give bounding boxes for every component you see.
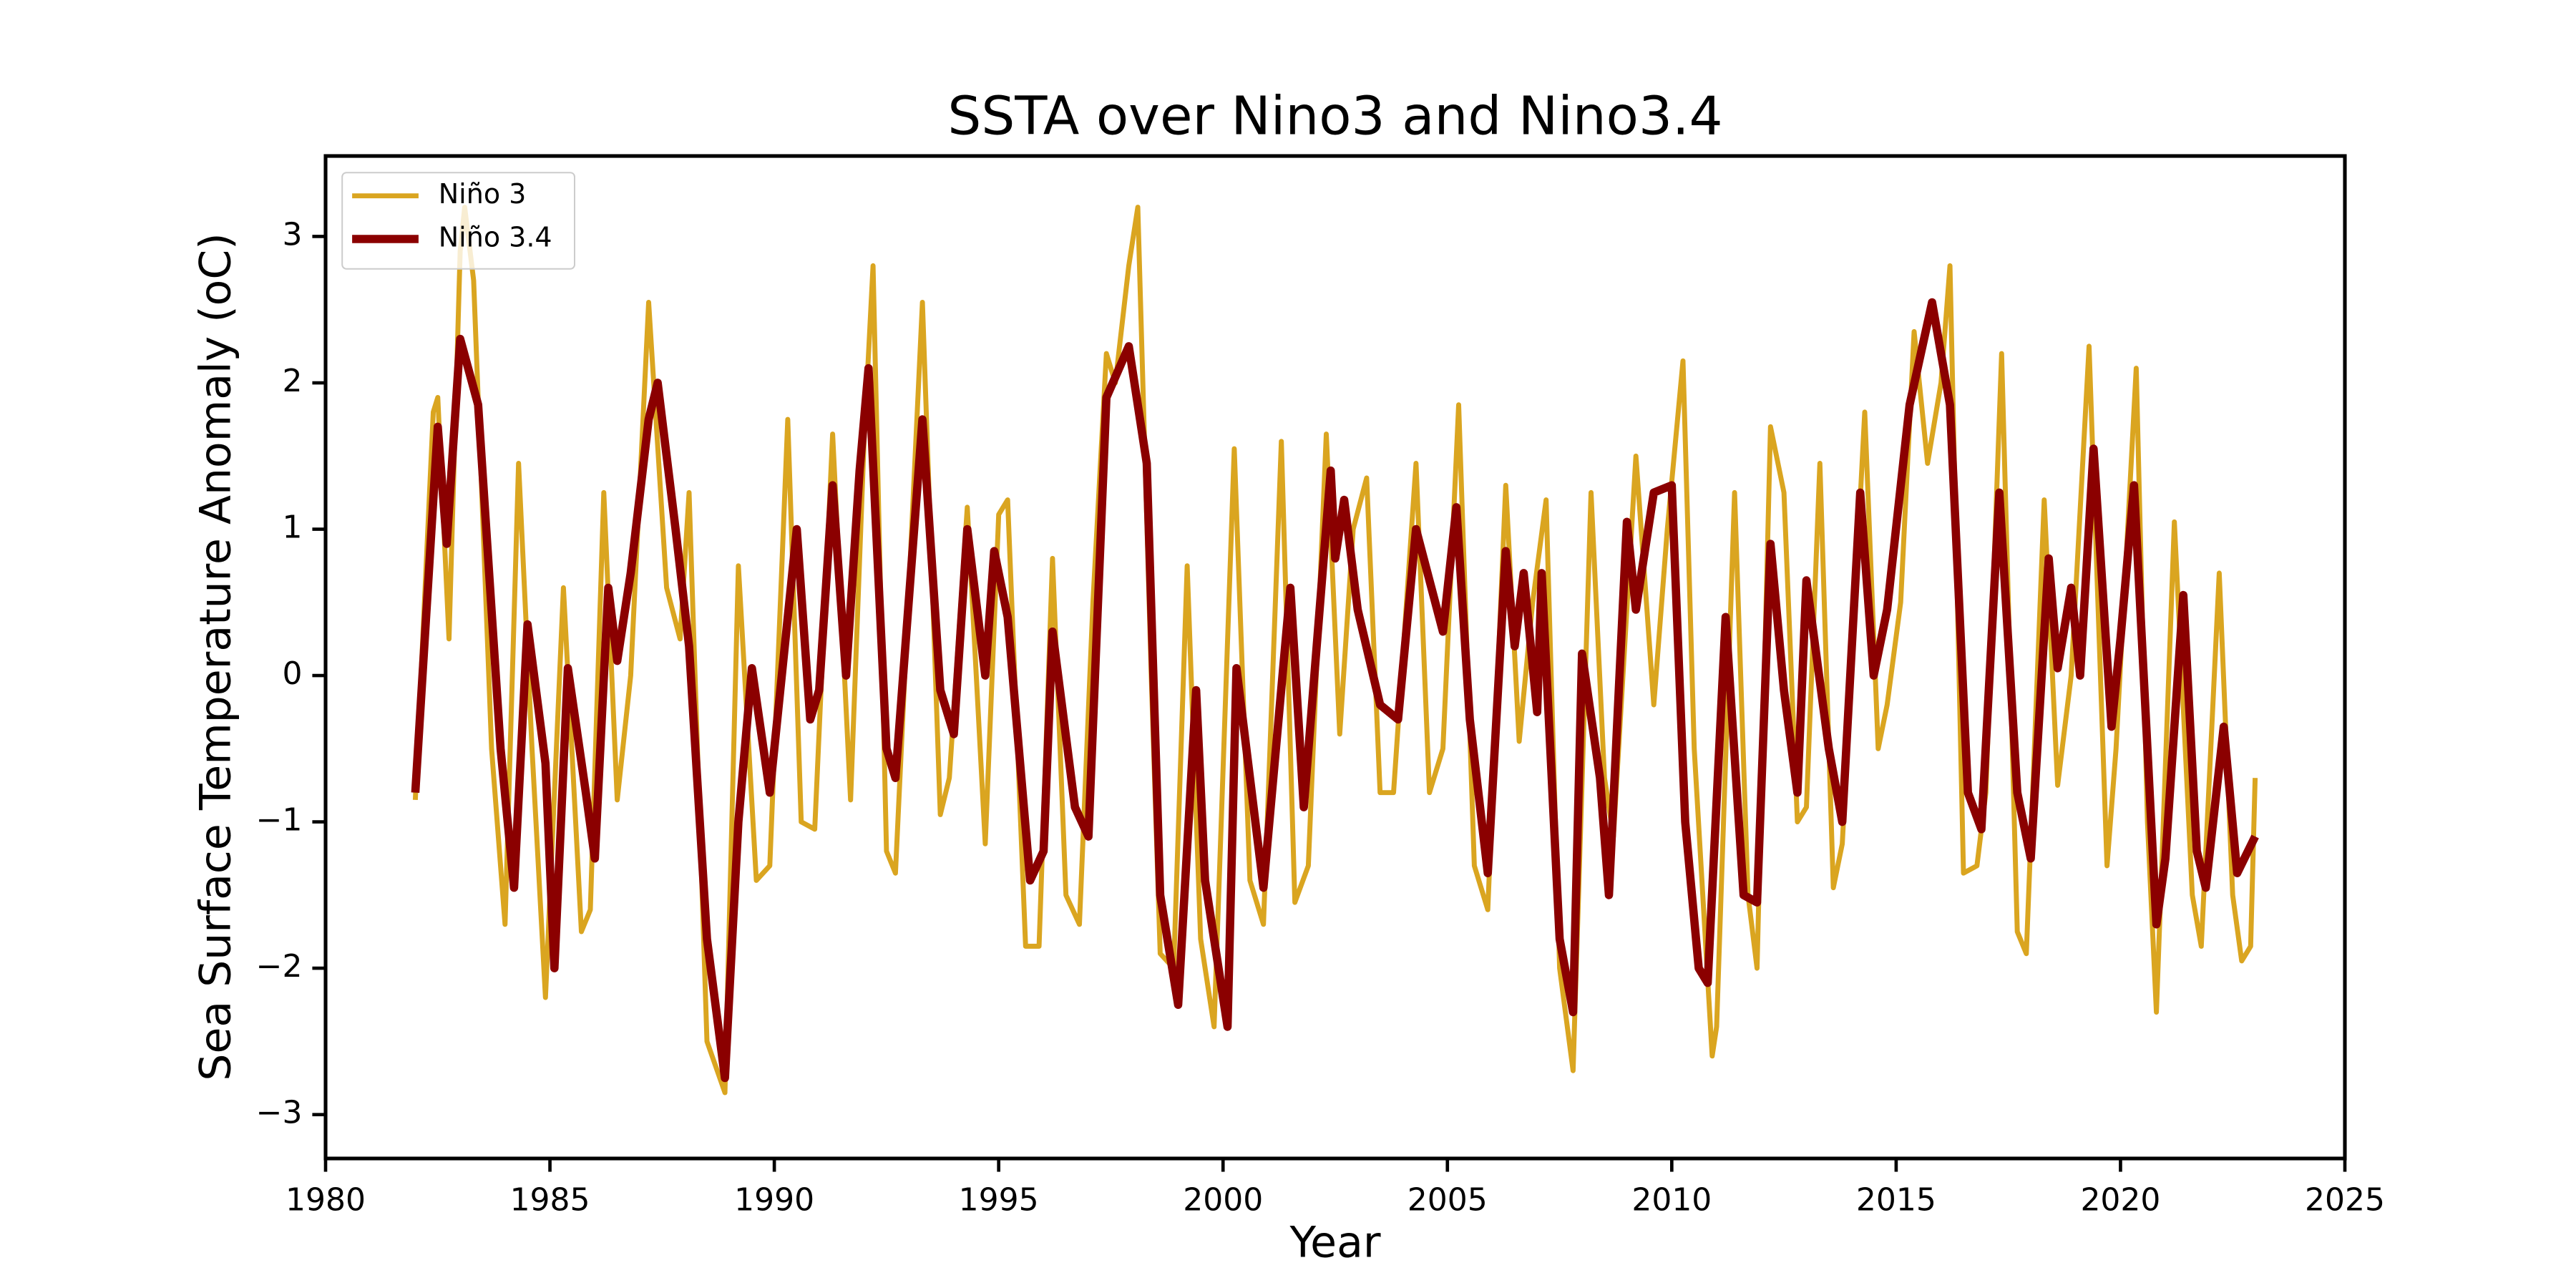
y-tick-value: 3: [283, 216, 303, 253]
y-tick-value: 2: [283, 363, 303, 399]
series-line: [411, 298, 2259, 1083]
x-tick-label: 2010: [1631, 1181, 1712, 1218]
x-tick-label: 2025: [2305, 1181, 2385, 1218]
y-tick-value: 0: [283, 655, 303, 692]
y-tick-value: 1: [283, 802, 303, 839]
legend-label: Niño 3: [439, 178, 527, 210]
x-axis-label: Year: [1289, 1218, 1380, 1268]
y-tick-label: 2: [283, 363, 303, 399]
y-tick-value: 2: [283, 948, 303, 985]
x-tick-label: 2015: [1856, 1181, 1936, 1218]
y-tick-label: 3: [283, 216, 303, 253]
x-tick-label: 1985: [510, 1181, 590, 1218]
x-tick-label: 2000: [1183, 1181, 1263, 1218]
series-line: [412, 205, 2258, 1096]
y-tick-value: 1: [283, 509, 303, 546]
x-tick-label: 1995: [959, 1181, 1039, 1218]
y-tick-label: 0: [283, 655, 303, 692]
y-tick-label: −1: [256, 802, 303, 839]
x-tick-label: 2020: [2080, 1181, 2160, 1218]
chart-title: SSTA over Nino3 and Nino3.4: [947, 86, 1722, 147]
y-tick-label: −2: [256, 948, 303, 985]
plot-frame: [323, 154, 2347, 1161]
y-tick-label: −3: [256, 1095, 303, 1131]
y-tick-label: 1: [283, 509, 303, 546]
x-tick-label: 1990: [734, 1181, 814, 1218]
y-axis-label: Sea Surface Temperature Anomaly (oC): [191, 233, 241, 1080]
x-tick-label: 1980: [286, 1181, 366, 1218]
y-tick-value: 3: [283, 1095, 303, 1131]
x-tick-label: 2005: [1407, 1181, 1488, 1218]
legend-label: Niño 3.4: [439, 222, 552, 253]
